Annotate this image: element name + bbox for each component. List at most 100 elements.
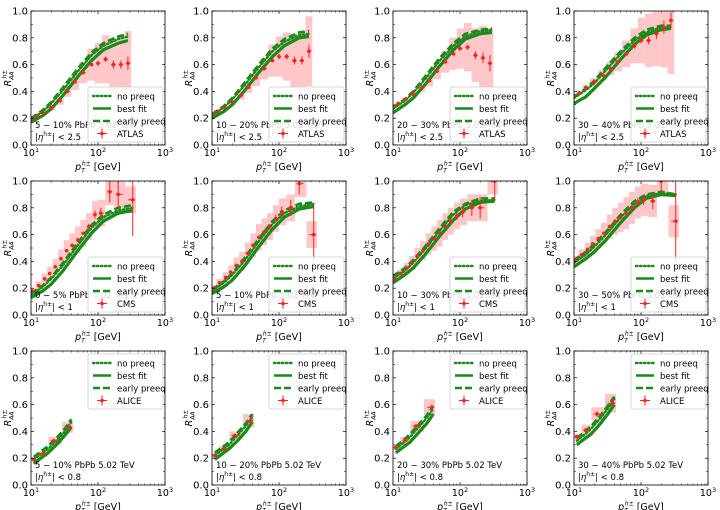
sys-band (667, 11, 675, 74)
legend: no preeq best fit early preeq ATLAS (87, 86, 166, 143)
data-point (402, 97, 407, 102)
data-point (307, 49, 311, 53)
y-axis-label: RAAh± (183, 70, 197, 87)
model-curve-no-preeq (212, 32, 311, 117)
y-tick-label: 0.2 (555, 454, 571, 465)
y-axis-label: RAAh± (183, 410, 197, 427)
plot-area (574, 393, 617, 447)
legend-data-marker (100, 131, 104, 136)
eta-cut-label: |ηh±| < 1 (578, 301, 616, 313)
model-curve-no-preeq (31, 35, 130, 121)
legend-label-best-fit: best fit (117, 372, 147, 382)
data-point (607, 224, 612, 229)
y-tick-label: 0.0 (12, 311, 28, 322)
y-tick-label: 0.4 (374, 257, 390, 268)
y-tick-label: 1.0 (374, 7, 390, 18)
data-point (87, 224, 91, 229)
y-axis-label: RAAh± (2, 70, 16, 87)
model-curve-early-preeq (214, 413, 254, 454)
data-point (249, 418, 253, 423)
x-axis-label: pTh± [GeV] (436, 331, 483, 345)
data-point (311, 232, 316, 237)
x-tick-label: 102 (271, 486, 287, 499)
y-tick-label: 0.4 (374, 87, 390, 98)
y-tick-label: 0.8 (374, 33, 390, 44)
data-point (119, 62, 123, 67)
y-tick-label: 0.4 (555, 87, 571, 98)
model-curve-early-preeq (574, 190, 676, 262)
x-tick-label: 101 (385, 146, 401, 159)
y-tick-label: 0.8 (555, 203, 571, 214)
legend-label-experiment: ALICE (298, 397, 322, 407)
y-tick-label: 0.2 (374, 454, 390, 465)
legend-box (449, 353, 526, 410)
data-point (411, 92, 415, 96)
data-point (478, 206, 482, 210)
chart-panel-10: 0.0 0.2 0.4 0.6 0.8 1.0 101 102 103 pTh± [GeV] RAA… (183, 347, 355, 510)
x-tick-label: 102 (452, 486, 468, 499)
x-tick-label: 103 (157, 316, 173, 329)
data-point (639, 38, 643, 43)
y-axis-label: RAAh± (2, 410, 16, 427)
x-axis-label: pTh± [GeV] (74, 161, 121, 175)
y-tick-label: 0.0 (374, 481, 390, 492)
y-axis-label: RAAh± (364, 240, 378, 257)
y-tick-label: 0.4 (555, 427, 571, 438)
data-point (574, 258, 578, 262)
x-axis-label: pTh± [GeV] (617, 161, 664, 175)
data-point (438, 231, 442, 236)
x-tick-label: 101 (385, 316, 401, 329)
data-point (292, 58, 297, 63)
legend-label-no-preeq: no preeq (117, 93, 155, 103)
x-tick-label: 103 (519, 146, 535, 159)
data-point (613, 219, 617, 223)
centrality-label: 5 − 10% PbPb 5.02 TeV (35, 461, 135, 471)
legend-box (268, 86, 345, 143)
model-curve-no-preeq (394, 407, 435, 450)
plot-area (31, 418, 74, 465)
legend-label-early-preeq: early preeq (479, 385, 528, 395)
data-point (262, 66, 266, 71)
data-point (624, 211, 628, 215)
data-point (277, 54, 281, 59)
chart-panel-6: 0.0 0.2 0.4 0.6 0.8 1.0 101 102 103 pTh± [GeV] RAA… (183, 177, 355, 345)
x-tick-label: 101 (23, 146, 39, 159)
data-point (284, 54, 289, 59)
plot-area (212, 181, 318, 295)
x-tick-label: 102 (452, 146, 468, 159)
plot-area (574, 11, 675, 105)
data-point (430, 405, 434, 410)
eta-cut-label: |ηh±| < 0.8 (397, 471, 443, 483)
x-tick-label: 103 (338, 316, 354, 329)
y-tick-label: 0.8 (374, 203, 390, 214)
model-curve-best-fit (394, 413, 435, 455)
plot-area (393, 23, 494, 115)
y-tick-label: 1.0 (12, 177, 28, 188)
legend-label-best-fit: best fit (117, 105, 147, 115)
legend-label-no-preeq: no preeq (298, 93, 336, 103)
data-point (228, 270, 233, 274)
data-point (421, 248, 425, 253)
x-tick-label: 101 (204, 316, 220, 329)
data-point (93, 212, 97, 217)
x-tick-label: 102 (90, 146, 106, 159)
legend-data-marker (643, 131, 647, 136)
data-point (253, 76, 258, 80)
plot-area (393, 399, 436, 455)
sys-band (656, 181, 669, 198)
data-point (402, 438, 407, 443)
y-tick-label: 0.2 (555, 284, 571, 295)
y-axis-label: RAAh± (183, 240, 197, 257)
model-curve-no-preeq (213, 415, 254, 457)
y-axis-label: RAAh± (364, 70, 378, 87)
data-point (47, 271, 52, 276)
data-point (96, 61, 100, 66)
legend-box (268, 353, 345, 410)
x-tick-label: 102 (633, 146, 649, 159)
data-point (245, 251, 250, 256)
data-point (619, 215, 623, 219)
x-tick-label: 102 (271, 316, 287, 329)
model-curve-best-fit (31, 208, 133, 299)
y-tick-label: 1.0 (193, 347, 209, 358)
data-point (64, 248, 69, 253)
